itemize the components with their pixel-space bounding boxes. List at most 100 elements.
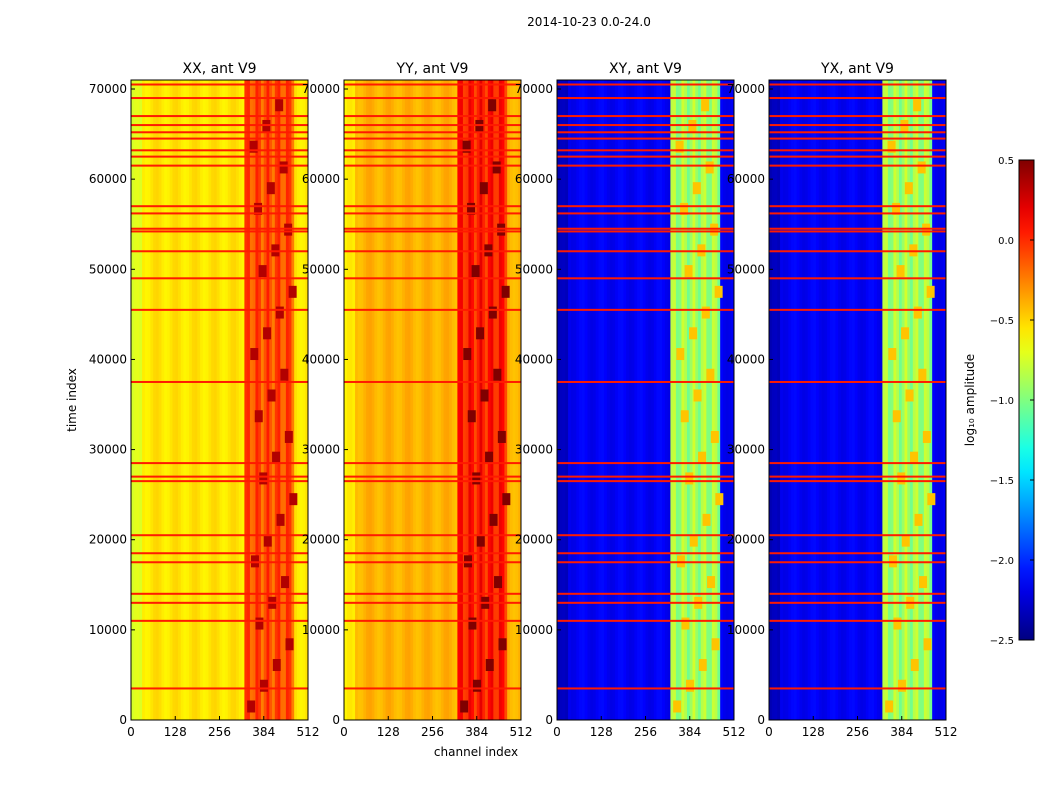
flagged-row bbox=[557, 250, 734, 253]
heatmap-column bbox=[846, 80, 850, 720]
heatmap-blob bbox=[689, 534, 698, 547]
heatmap-blob bbox=[263, 534, 272, 547]
flagged-row bbox=[769, 155, 946, 158]
flagged-row bbox=[344, 155, 521, 158]
flagged-row bbox=[344, 230, 521, 233]
heatmap-column bbox=[440, 80, 444, 720]
heatmap-column bbox=[851, 80, 856, 720]
colorbar-tick-label: 0.5 bbox=[998, 156, 1014, 167]
flagged-row bbox=[131, 97, 308, 100]
heatmap-column bbox=[926, 80, 930, 720]
heatmap-blob bbox=[263, 327, 272, 340]
heatmap-column bbox=[681, 80, 685, 720]
heatmap-column bbox=[912, 80, 916, 720]
heatmap-column bbox=[573, 80, 577, 720]
flagged-row bbox=[131, 561, 308, 564]
heatmap-column bbox=[720, 80, 724, 720]
heatmap-column bbox=[438, 80, 442, 720]
heatmap-column bbox=[807, 80, 811, 720]
heatmap-column bbox=[388, 80, 392, 720]
heatmap-blob bbox=[893, 617, 902, 630]
heatmap-blob bbox=[913, 99, 922, 112]
heatmap-column bbox=[940, 80, 944, 720]
heatmap-column bbox=[451, 80, 456, 720]
heatmap-blob bbox=[685, 679, 694, 692]
heatmap-column bbox=[818, 80, 822, 720]
heatmap-blob bbox=[275, 306, 284, 319]
heatmap-column bbox=[648, 80, 652, 720]
heatmap-blob bbox=[910, 659, 919, 672]
heatmap-column bbox=[277, 80, 281, 720]
heatmap-blob bbox=[476, 534, 485, 547]
heatmap-column bbox=[645, 80, 649, 720]
x-tick-label: 128 bbox=[164, 725, 187, 739]
heatmap-column bbox=[898, 80, 903, 720]
heatmap-blob bbox=[926, 285, 935, 298]
y-tick-label: 20000 bbox=[89, 533, 127, 547]
heatmap-column bbox=[932, 80, 936, 720]
heatmap-blob bbox=[488, 306, 497, 319]
heatmap-column bbox=[352, 80, 356, 720]
heatmap-column bbox=[782, 80, 786, 720]
heatmap-column bbox=[882, 80, 886, 720]
heatmap-column bbox=[810, 80, 814, 720]
heatmap-blob bbox=[485, 451, 494, 464]
heatmap-column bbox=[404, 80, 409, 720]
heatmap-column bbox=[728, 80, 732, 720]
heatmap-blob bbox=[914, 513, 923, 526]
y-tick-label: 10000 bbox=[302, 623, 340, 637]
y-tick-label: 60000 bbox=[515, 172, 553, 186]
heatmap-column bbox=[377, 80, 381, 720]
heatmap-blob bbox=[258, 265, 267, 278]
y-tick-label: 60000 bbox=[727, 172, 765, 186]
heatmap-column bbox=[260, 80, 265, 720]
heatmap-blob bbox=[905, 389, 914, 402]
heatmap-column bbox=[142, 80, 146, 720]
flagged-row bbox=[557, 227, 734, 230]
heatmap-column bbox=[233, 80, 237, 720]
heatmap-column bbox=[626, 80, 630, 720]
heatmap-column bbox=[857, 80, 861, 720]
heatmap-column bbox=[639, 80, 644, 720]
heatmap-column bbox=[934, 80, 939, 720]
heatmap-column bbox=[136, 80, 140, 720]
heatmap-column bbox=[592, 80, 597, 720]
x-tick-label: 512 bbox=[510, 725, 533, 739]
flagged-row bbox=[557, 155, 734, 158]
heatmap-blob bbox=[463, 348, 472, 361]
heatmap-blob bbox=[673, 700, 682, 713]
heatmap-column bbox=[700, 80, 704, 720]
heatmap-blob bbox=[281, 576, 290, 589]
heatmap-blob bbox=[280, 368, 289, 381]
y-tick-label: 70000 bbox=[727, 82, 765, 96]
heatmap-blob bbox=[684, 265, 693, 278]
heatmap-column bbox=[887, 80, 892, 720]
heatmap-column bbox=[717, 80, 721, 720]
flagged-row bbox=[769, 561, 946, 564]
heatmap-blob bbox=[254, 410, 263, 423]
heatmap-column bbox=[244, 80, 248, 720]
x-tick-label: 512 bbox=[297, 725, 320, 739]
flagged-row bbox=[557, 480, 734, 483]
heatmap-column bbox=[131, 80, 135, 720]
heatmap-column bbox=[200, 80, 204, 720]
heatmap-column bbox=[197, 80, 201, 720]
flagged-row bbox=[769, 687, 946, 690]
heatmap-column bbox=[161, 80, 165, 720]
flagged-row bbox=[344, 124, 521, 127]
heatmap-column bbox=[804, 80, 809, 720]
heatmap-column bbox=[402, 80, 406, 720]
heatmap-column bbox=[211, 80, 215, 720]
heatmap-column bbox=[601, 80, 605, 720]
heatmap-column bbox=[929, 80, 933, 720]
heatmap-column bbox=[670, 80, 674, 720]
heatmap-column bbox=[368, 80, 373, 720]
panel-xx: XX, ant V9 0 128 256 384 512 0 10000 20000 30000 4… bbox=[89, 61, 320, 739]
heatmap-column bbox=[570, 80, 574, 720]
flagged-row bbox=[769, 380, 946, 383]
heatmap-column bbox=[391, 80, 395, 720]
y-tick-label: 70000 bbox=[89, 82, 127, 96]
flagged-row bbox=[131, 592, 308, 595]
heatmap-blob bbox=[922, 430, 931, 443]
heatmap-column bbox=[885, 80, 889, 720]
